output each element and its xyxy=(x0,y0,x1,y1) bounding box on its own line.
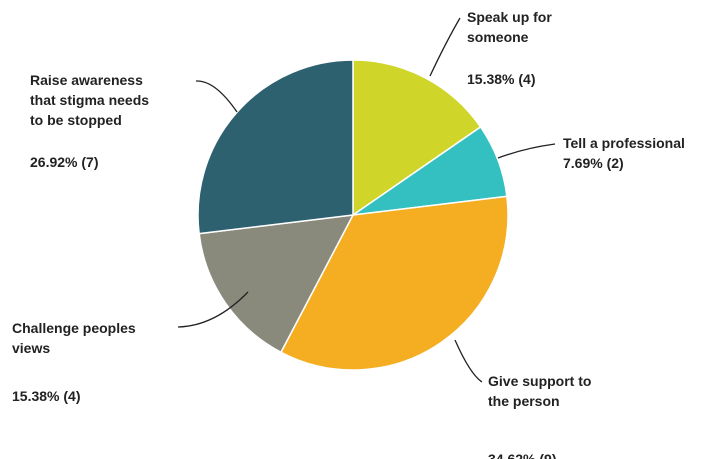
pie-slices xyxy=(197,59,509,371)
slice-label: someone xyxy=(467,29,529,45)
slice-labels: Speak up for someone 15.38% (4) Tell a prof… xyxy=(12,9,685,459)
slice-percent-label: 34.62% (9) xyxy=(488,451,556,459)
slice-percent-label: 15.38% (4) xyxy=(467,71,535,87)
pie-slice xyxy=(352,59,482,217)
slice-percent-label: 15.38% (4) xyxy=(12,388,80,404)
slice-label: Challenge peoples xyxy=(12,320,136,336)
pie-slice xyxy=(197,59,354,235)
leader-line xyxy=(177,291,249,328)
slice-label: the person xyxy=(488,393,560,409)
pie-slice xyxy=(279,195,509,371)
slice-label: Speak up for xyxy=(467,9,552,25)
slice-label: Give support to xyxy=(488,373,591,389)
slice-label: views xyxy=(12,340,50,356)
leader-line xyxy=(195,80,238,113)
slice-label: Tell a professional xyxy=(563,135,685,151)
slice-percent-label: 26.92% (7) xyxy=(30,154,98,170)
leader-line xyxy=(454,339,483,383)
slice-percent-label: 7.69% (2) xyxy=(563,155,624,171)
slice-label: that stigma needs xyxy=(30,92,149,108)
slice-label: to be stopped xyxy=(30,112,122,128)
pie-slice xyxy=(198,214,355,354)
slice-label: Raise awareness xyxy=(30,72,143,88)
leader-line xyxy=(429,17,461,77)
leader-line xyxy=(497,143,556,159)
leader-lines xyxy=(177,17,556,383)
